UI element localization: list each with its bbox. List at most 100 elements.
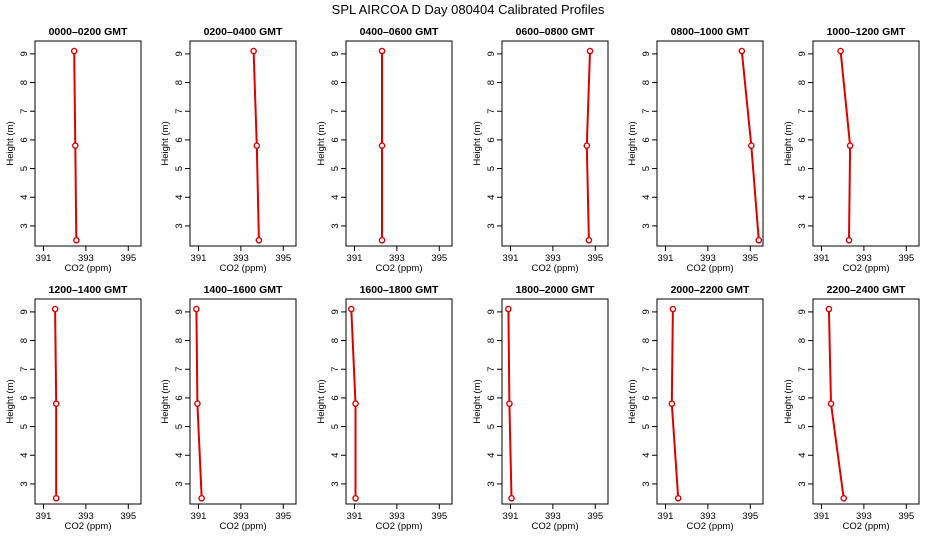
- x-tick-label: 391: [347, 253, 363, 264]
- y-tick-label: 6: [174, 395, 185, 400]
- y-tick-label: 7: [486, 109, 497, 114]
- y-tick-label: 4: [486, 453, 497, 458]
- x-tick-label: 395: [898, 253, 914, 264]
- panel-title: 0800–1000 GMT: [671, 26, 750, 38]
- x-tick-label: 391: [191, 511, 207, 522]
- y-axis-label: Height (m): [472, 379, 483, 423]
- x-axis-label: CO2 (ppm): [532, 521, 579, 532]
- profile-point: [827, 400, 835, 407]
- y-tick-label: 9: [330, 51, 341, 56]
- profile-panel-12: 2200–2400 GMT 391 393 395 3 4 5 6 7 8 9 CO2 (ppm) He…: [783, 284, 920, 532]
- y-tick-label: 3: [19, 481, 30, 486]
- y-tick-label: 6: [486, 137, 497, 142]
- x-tick-label: 395: [898, 511, 914, 522]
- y-tick-label: 9: [19, 51, 30, 56]
- y-tick-label: 6: [797, 137, 808, 142]
- profile-panel-11: 2000–2200 GMT 391 393 395 3 4 5 6 7 8 9 CO2 (ppm) He…: [627, 284, 764, 532]
- y-axis-label: Height (m): [160, 121, 171, 165]
- y-tick-label: 9: [486, 309, 497, 314]
- y-tick-label: 3: [486, 223, 497, 228]
- x-tick-label: 391: [36, 511, 52, 522]
- x-tick-label: 393: [700, 511, 716, 522]
- y-tick-label: 5: [797, 424, 808, 429]
- y-tick-label: 9: [330, 309, 341, 314]
- plot-frame: [501, 40, 609, 247]
- x-tick-label: 393: [78, 253, 94, 264]
- profile-point: [583, 142, 591, 149]
- panel-title: 1000–1200 GMT: [827, 26, 906, 38]
- y-tick-label: 9: [641, 51, 652, 56]
- profile-point: [255, 236, 263, 244]
- profile-panel-10: 1800–2000 GMT 391 393 395 3 4 5 6 7 8 9 CO2 (ppm) He…: [472, 284, 609, 532]
- profile-panel-3: 0400–0600 GMT 391 393 395 3 4 5 6 7 8 9 CO2 (ppm) He…: [316, 26, 453, 274]
- profile-panel-7: 1200–1400 GMT 391 393 395 3 4 5 6 7 8 9 CO2 (ppm) He…: [5, 284, 142, 532]
- y-tick-label: 3: [174, 223, 185, 228]
- plot-frame: [189, 298, 297, 505]
- profile-point: [508, 494, 515, 502]
- y-tick-label: 6: [330, 395, 341, 400]
- y-tick-label: 8: [797, 338, 808, 343]
- y-tick-label: 5: [797, 166, 808, 171]
- y-tick-label: 8: [19, 338, 30, 343]
- y-tick-label: 3: [797, 481, 808, 486]
- y-tick-label: 6: [174, 137, 185, 142]
- plot-frame: [345, 298, 453, 505]
- y-tick-label: 7: [641, 109, 652, 114]
- profile-point: [668, 400, 676, 407]
- y-tick-label: 3: [486, 481, 497, 486]
- y-tick-label: 4: [641, 453, 652, 458]
- y-tick-label: 6: [19, 137, 30, 142]
- profile-point: [845, 236, 853, 244]
- y-tick-label: 5: [641, 166, 652, 171]
- y-tick-label: 8: [486, 338, 497, 343]
- y-tick-label: 8: [330, 80, 341, 85]
- y-tick-label: 5: [486, 166, 497, 171]
- y-tick-label: 6: [19, 395, 30, 400]
- profile-point: [825, 305, 833, 313]
- profile-point: [674, 494, 682, 502]
- y-axis-label: Height (m): [627, 379, 638, 423]
- y-tick-label: 5: [641, 424, 652, 429]
- y-tick-label: 9: [797, 309, 808, 314]
- y-tick-label: 6: [330, 137, 341, 142]
- y-tick-label: 5: [330, 166, 341, 171]
- y-tick-label: 5: [174, 166, 185, 171]
- y-tick-label: 5: [486, 424, 497, 429]
- x-axis-label: CO2 (ppm): [532, 263, 579, 274]
- y-tick-label: 3: [641, 481, 652, 486]
- profile-point: [846, 142, 854, 149]
- y-tick-label: 6: [641, 395, 652, 400]
- profile-point: [52, 400, 60, 407]
- y-tick-label: 4: [174, 453, 185, 458]
- x-tick-label: 395: [120, 511, 136, 522]
- x-tick-label: 391: [503, 253, 519, 264]
- x-tick-label: 395: [587, 511, 603, 522]
- profile-point: [585, 236, 593, 244]
- y-tick-label: 4: [797, 453, 808, 458]
- y-axis-label: Height (m): [783, 379, 794, 423]
- x-tick-label: 393: [856, 253, 872, 264]
- y-tick-label: 9: [641, 309, 652, 314]
- x-tick-label: 391: [658, 511, 674, 522]
- panel-title: 1400–1600 GMT: [204, 284, 283, 296]
- profile-point: [71, 142, 79, 149]
- plot-frame: [656, 298, 764, 505]
- profile-point: [840, 494, 848, 502]
- y-tick-label: 7: [174, 109, 185, 114]
- x-tick-label: 391: [503, 511, 519, 522]
- y-tick-label: 3: [330, 223, 341, 228]
- y-tick-label: 8: [174, 80, 185, 85]
- x-axis-label: CO2 (ppm): [220, 521, 267, 532]
- x-tick-label: 391: [347, 511, 363, 522]
- y-tick-label: 3: [797, 223, 808, 228]
- plot-frame: [812, 298, 920, 505]
- y-tick-label: 9: [19, 309, 30, 314]
- y-tick-label: 4: [19, 195, 30, 200]
- y-axis-label: Height (m): [316, 121, 327, 165]
- x-tick-label: 393: [700, 253, 716, 264]
- profile-panel-9: 1600–1800 GMT 391 393 395 3 4 5 6 7 8 9 CO2 (ppm) He…: [316, 284, 453, 532]
- y-tick-label: 3: [19, 223, 30, 228]
- y-tick-label: 5: [19, 424, 30, 429]
- profile-panel-5: 0800–1000 GMT 391 393 395 3 4 5 6 7 8 9 CO2 (ppm) He…: [627, 26, 764, 274]
